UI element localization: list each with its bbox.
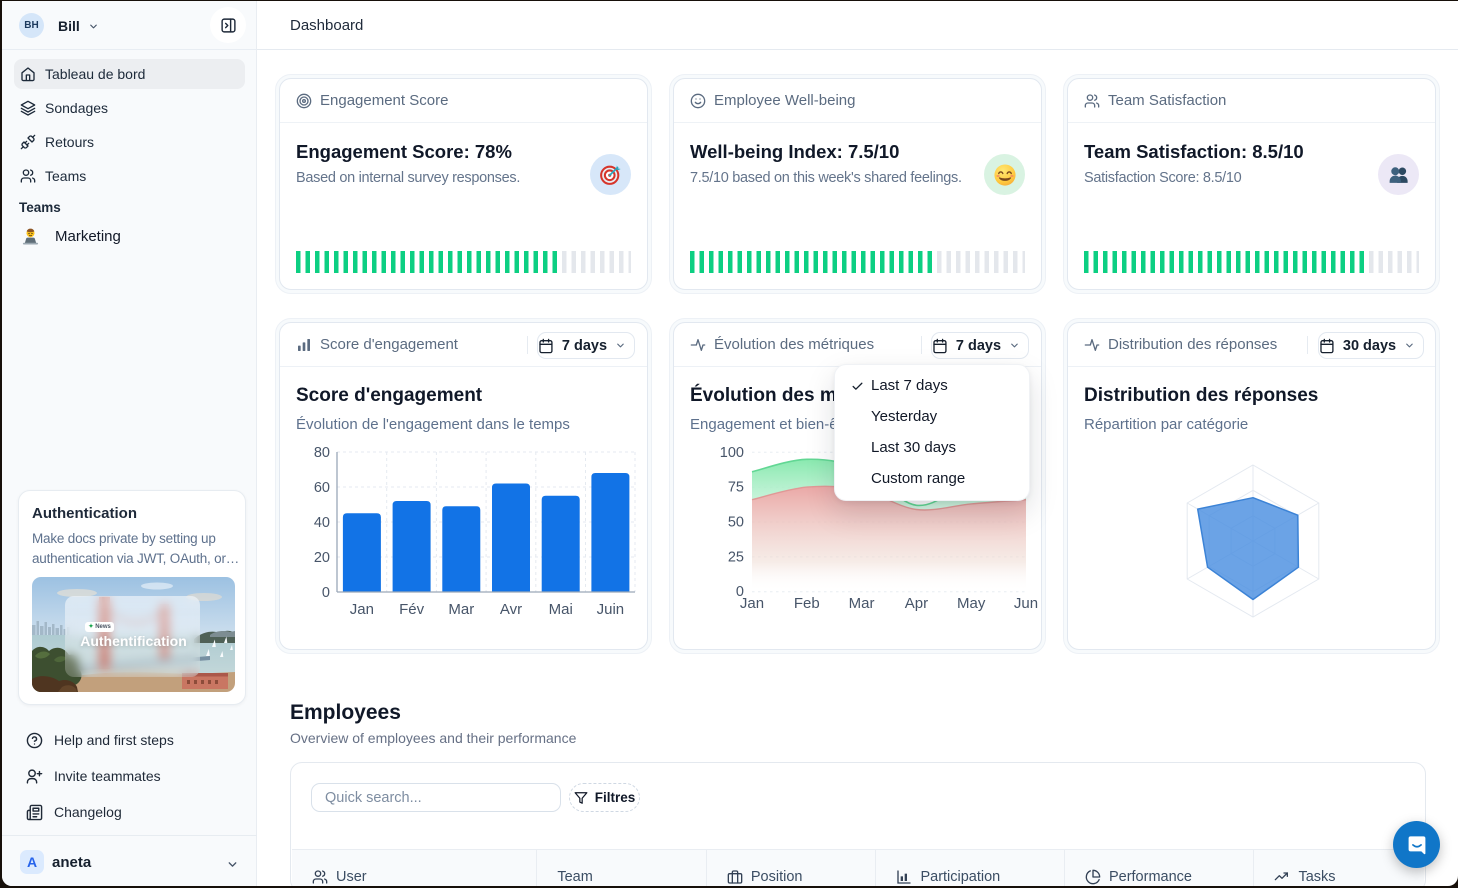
svg-text:May: May	[957, 595, 986, 612]
svg-text:0: 0	[322, 585, 330, 601]
svg-text:60: 60	[314, 480, 330, 496]
svg-text:50: 50	[728, 515, 744, 531]
svg-text:Mai: Mai	[549, 601, 573, 618]
svg-text:Jan: Jan	[350, 601, 374, 618]
svg-text:25: 25	[728, 549, 744, 565]
svg-text:100: 100	[720, 445, 744, 461]
svg-text:Jun: Jun	[1014, 595, 1038, 612]
svg-text:Apr: Apr	[905, 595, 928, 612]
svg-text:40: 40	[314, 515, 330, 531]
svg-text:Avr: Avr	[500, 601, 522, 618]
svg-text:75: 75	[728, 480, 744, 496]
svg-text:Juin: Juin	[597, 601, 625, 618]
svg-text:0: 0	[736, 584, 744, 600]
svg-text:Feb: Feb	[794, 595, 820, 612]
svg-text:Mar: Mar	[849, 595, 875, 612]
svg-text:Fév: Fév	[399, 601, 425, 618]
svg-text:20: 20	[314, 550, 330, 566]
svg-text:80: 80	[314, 445, 330, 461]
svg-text:Mar: Mar	[448, 601, 474, 618]
svg-text:Jan: Jan	[740, 595, 764, 612]
